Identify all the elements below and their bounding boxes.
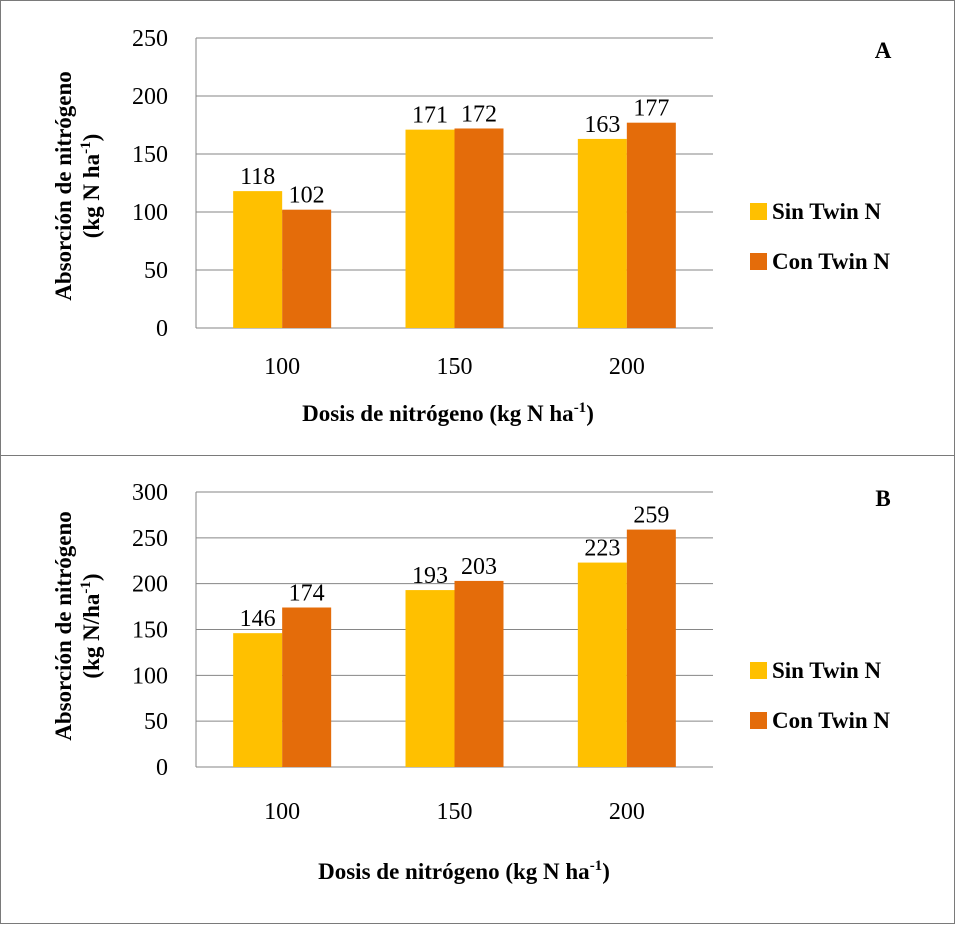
- bar: [454, 128, 504, 328]
- x-axis-title-sup: -1: [590, 858, 603, 874]
- y-tick-label: 200: [132, 84, 168, 110]
- bar: [405, 590, 455, 767]
- y-tick-label: 0: [156, 755, 168, 781]
- bar: [233, 191, 283, 328]
- x-axis-title-text: Dosis de nitrógeno (kg N ha: [318, 859, 590, 884]
- chart-panel-a: 0 50 100 150 200 250 118 102 100 171 172 150 163 177 2…: [0, 0, 955, 456]
- y-axis-title-sup: -1: [78, 141, 94, 154]
- bar-chart-b: 0 50 100 150 200 250 300 146 174 100 193 203 150 223 2…: [51, 480, 891, 884]
- panel-letter: B: [875, 486, 890, 511]
- x-axis-title: Dosis de nitrógeno (kg N ha-1): [318, 858, 610, 884]
- bar: [626, 122, 676, 329]
- legend-label: Con Twin N: [772, 708, 890, 733]
- data-label: 223: [584, 536, 620, 562]
- x-axis-title-close: ): [602, 859, 610, 884]
- y-axis-title-line2: (kg N/ha-1): [78, 573, 104, 678]
- bar: [626, 529, 676, 767]
- y-tick-label: 0: [156, 316, 168, 342]
- data-label: 203: [461, 554, 497, 580]
- data-label: 259: [633, 503, 669, 529]
- bar: [577, 562, 627, 767]
- chart-panel-b: 0 50 100 150 200 250 300 146 174 100 193 203 150 223 2…: [0, 455, 955, 924]
- x-tick-label: 200: [609, 799, 645, 825]
- data-label: 146: [240, 606, 276, 632]
- x-tick-label: 150: [437, 354, 473, 380]
- y-tick-label: 50: [144, 709, 168, 735]
- y-axis-title-line2-text: (kg N/ha: [79, 593, 104, 678]
- legend-label: Sin Twin N: [772, 199, 881, 224]
- data-label: 163: [584, 112, 620, 138]
- y-axis-title-close: ): [79, 573, 104, 581]
- data-label: 118: [240, 164, 275, 190]
- x-tick-label: 200: [609, 354, 645, 380]
- legend-swatch: [750, 203, 767, 220]
- legend-label: Sin Twin N: [772, 658, 881, 683]
- bar: [282, 607, 332, 767]
- y-axis-title: Absorción de nitrógeno (kg N/ha-1): [51, 511, 104, 741]
- x-axis-title-text: Dosis de nitrógeno (kg N ha: [302, 401, 574, 426]
- legend-label: Con Twin N: [772, 249, 890, 274]
- y-axis-title-line2: (kg N ha-1): [78, 134, 104, 239]
- y-axis-title-sup: -1: [78, 581, 94, 594]
- bar: [454, 580, 504, 767]
- y-tick-label: 50: [144, 258, 168, 284]
- y-tick-label: 250: [132, 26, 168, 52]
- legend-swatch: [750, 712, 767, 729]
- y-tick-label: 100: [132, 663, 168, 689]
- data-label: 172: [461, 101, 497, 127]
- legend-swatch: [750, 662, 767, 679]
- y-axis-title-close: ): [79, 134, 104, 142]
- bar: [282, 209, 332, 328]
- y-tick-label: 150: [132, 618, 168, 644]
- data-label: 102: [289, 183, 325, 209]
- x-axis-title-sup: -1: [574, 400, 587, 416]
- bar: [405, 129, 455, 328]
- y-tick-label: 300: [132, 480, 168, 506]
- data-label: 171: [412, 103, 448, 129]
- data-label: 177: [633, 96, 669, 122]
- data-label: 193: [412, 563, 448, 589]
- x-axis-title: Dosis de nitrógeno (kg N ha-1): [302, 400, 594, 426]
- data-label: 174: [289, 581, 325, 607]
- bar: [577, 138, 627, 328]
- y-axis-title-line1: Absorción de nitrógeno: [51, 71, 76, 301]
- legend-swatch: [750, 253, 767, 270]
- x-tick-label: 150: [437, 799, 473, 825]
- y-axis-title-line1: Absorción de nitrógeno: [51, 511, 76, 741]
- bar-chart-a: 0 50 100 150 200 250 118 102 100 171 172 150 163 177 2…: [51, 26, 892, 426]
- bar: [233, 633, 283, 767]
- y-axis-title: Absorción de nitrógeno (kg N ha-1): [51, 71, 104, 301]
- y-tick-label: 250: [132, 526, 168, 552]
- y-tick-label: 100: [132, 200, 168, 226]
- y-tick-label: 200: [132, 572, 168, 598]
- panel-letter: A: [875, 38, 892, 63]
- x-tick-label: 100: [264, 799, 300, 825]
- x-tick-label: 100: [264, 354, 300, 380]
- x-axis-title-close: ): [586, 401, 594, 426]
- y-axis-title-line2-text: (kg N ha: [79, 153, 104, 238]
- y-tick-label: 150: [132, 142, 168, 168]
